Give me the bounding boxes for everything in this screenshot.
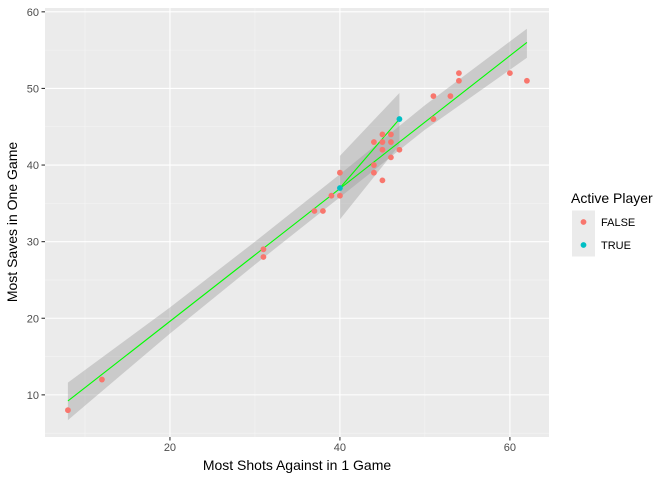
fit-line-TRUE [339, 118, 400, 189]
data-point-false [371, 162, 377, 168]
legend-label-true: TRUE [601, 240, 631, 252]
data-point-false [388, 154, 394, 161]
data-point-false [388, 131, 394, 138]
confidence-band-all [67, 28, 527, 421]
data-point-false [320, 208, 326, 214]
data-point-false [311, 208, 318, 214]
y-axis-title: Most Saves in One Game [4, 142, 20, 303]
data-point-false [456, 70, 462, 77]
confidence-band-TRUE [339, 93, 400, 220]
legend-keys: FALSE TRUE [572, 210, 635, 257]
data-point-false [524, 77, 530, 84]
x-tick-label: 20 [164, 442, 176, 454]
data-point-false [388, 139, 394, 145]
x-tick-label: 60 [504, 442, 516, 454]
data-point-false [379, 146, 386, 153]
data-point-false [430, 116, 437, 122]
data-point-false [65, 407, 71, 414]
data-point-false [396, 146, 403, 153]
data-point-true [337, 185, 343, 191]
data-point-false [337, 169, 343, 176]
y-tick-label: 30 [27, 237, 39, 249]
data-point-false [371, 169, 377, 176]
y-tick-label: 50 [27, 83, 39, 95]
y-tick-label: 10 [27, 390, 39, 402]
y-tick-label: 60 [27, 7, 39, 19]
data-point-false [337, 192, 343, 199]
grid-major [45, 8, 549, 437]
x-tick-label: 40 [334, 442, 346, 454]
legend-title: Active Player [571, 190, 653, 206]
data-point-false [430, 93, 437, 99]
data-point-true [396, 116, 403, 122]
grid-minor [45, 8, 549, 437]
data-point-false [379, 177, 386, 184]
data-point-false [99, 376, 105, 383]
data-point-false [371, 139, 377, 145]
legend-key-false [580, 219, 587, 225]
y-tick-label: 20 [27, 313, 39, 325]
data-point-false [328, 192, 335, 199]
data-point-false [260, 246, 267, 253]
confidence-bands [67, 28, 527, 421]
legend-label-false: FALSE [601, 217, 635, 229]
fit-lines [67, 42, 528, 402]
fit-line-all [67, 42, 528, 402]
x-axis-title: Most Shots Against in 1 Game [203, 457, 392, 473]
data-point-false [379, 139, 386, 145]
data-point-false [379, 131, 386, 138]
x-axis-ticks: 20 40 60 [164, 437, 516, 454]
y-tick-label: 40 [27, 160, 39, 172]
data-point-false [507, 70, 513, 77]
data-point-false [447, 93, 454, 99]
data-point-false [456, 77, 462, 84]
legend: Active Player FALSE TRUE [571, 190, 653, 257]
y-axis-ticks: 10 20 30 40 50 60 [27, 7, 45, 402]
legend-key-true [580, 242, 587, 248]
data-points [65, 70, 530, 414]
data-point-false [260, 254, 267, 260]
